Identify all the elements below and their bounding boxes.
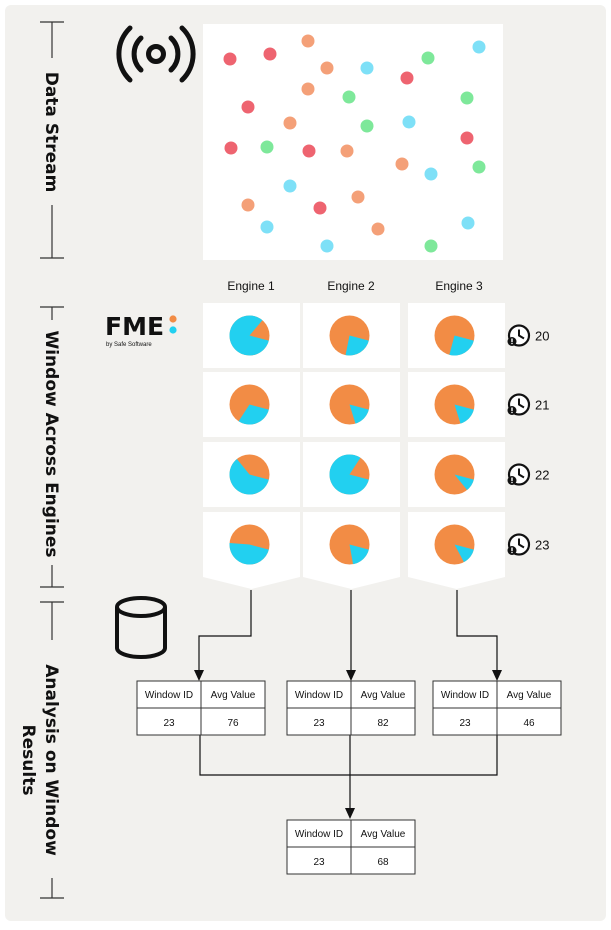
stream-dot [314, 202, 327, 215]
table-cell-window-id: 23 [313, 857, 325, 868]
engine-label-3: Engine 3 [435, 279, 483, 293]
table-header-window-id: Window ID [295, 829, 343, 840]
stream-dot [321, 240, 334, 253]
stream-dot [303, 145, 316, 158]
stream-dot [361, 62, 374, 75]
table-cell-window-id: 23 [459, 718, 471, 729]
stream-dot [461, 92, 474, 105]
stream-dot [403, 116, 416, 129]
stream-dot [242, 101, 255, 114]
stream-dot [396, 158, 409, 171]
table-cell-window-id: 23 [163, 718, 175, 729]
window-id-label: 20 [535, 329, 549, 344]
stream-dot [284, 117, 297, 130]
section-label-data-stream: Data Stream [41, 72, 61, 193]
stream-dot [422, 52, 435, 65]
stream-dot [302, 83, 315, 96]
stream-dot [462, 217, 475, 230]
stream-dot [264, 48, 277, 61]
stream-dot [321, 62, 334, 75]
stream-dot [361, 120, 374, 133]
table-cell-avg-value: 68 [377, 857, 389, 868]
clock-alert-icon [508, 535, 530, 556]
engine-column-3 [408, 303, 505, 589]
window-id-label: 23 [535, 538, 549, 553]
svg-text:FME: FME [105, 312, 164, 341]
result-table-engine-1: Window ID Avg Value 23 76 [137, 681, 265, 735]
table-header-avg-value: Avg Value [507, 690, 552, 701]
stream-dot [261, 141, 274, 154]
table-header-window-id: Window ID [295, 690, 343, 701]
clock-alert-icon [508, 465, 530, 486]
engine-label-1: Engine 1 [227, 279, 275, 293]
stream-dot [461, 132, 474, 145]
result-table-engine-2: Window ID Avg Value 23 82 [287, 681, 415, 735]
section-label-analysis-line2: Results [18, 725, 38, 796]
result-table-engine-3: Window ID Avg Value 23 46 [433, 681, 561, 735]
stream-dot [341, 145, 354, 158]
stream-dot [343, 91, 356, 104]
table-header-window-id: Window ID [145, 690, 193, 701]
section-label-analysis-line1: Analysis on Window [41, 664, 61, 856]
section-label-window: Window Across Engines [41, 330, 61, 557]
stream-dot [352, 191, 365, 204]
window-id-label: 21 [535, 398, 549, 413]
engine-label-2: Engine 2 [327, 279, 375, 293]
stream-dot [425, 168, 438, 181]
stream-dot [225, 142, 238, 155]
stream-dot [473, 161, 486, 174]
stream-dot [425, 240, 438, 253]
engine-column-1 [203, 303, 300, 589]
svg-text:by Safe Software: by Safe Software [106, 342, 152, 348]
table-cell-window-id: 23 [313, 718, 325, 729]
stream-dot [261, 221, 274, 234]
clock-alert-icon [508, 395, 530, 416]
table-header-window-id: Window ID [441, 690, 489, 701]
stream-dot [372, 223, 385, 236]
data-stream-box [203, 24, 503, 260]
table-cell-avg-value: 46 [523, 718, 535, 729]
stream-dot [401, 72, 414, 85]
stream-dot [284, 180, 297, 193]
table-header-avg-value: Avg Value [361, 829, 406, 840]
table-cell-avg-value: 82 [377, 718, 389, 729]
table-header-avg-value: Avg Value [361, 690, 406, 701]
table-cell-avg-value: 76 [227, 718, 239, 729]
stream-dot [242, 199, 255, 212]
stream-dot [302, 35, 315, 48]
stream-dot [224, 53, 237, 66]
clock-alert-icon [508, 326, 530, 347]
window-id-label: 22 [535, 468, 549, 483]
final-result-table: Window ID Avg Value 23 68 [287, 820, 415, 874]
table-header-avg-value: Avg Value [211, 690, 256, 701]
engine-columns [203, 303, 505, 589]
engine-column-2 [303, 303, 400, 589]
stream-dot [473, 41, 486, 54]
